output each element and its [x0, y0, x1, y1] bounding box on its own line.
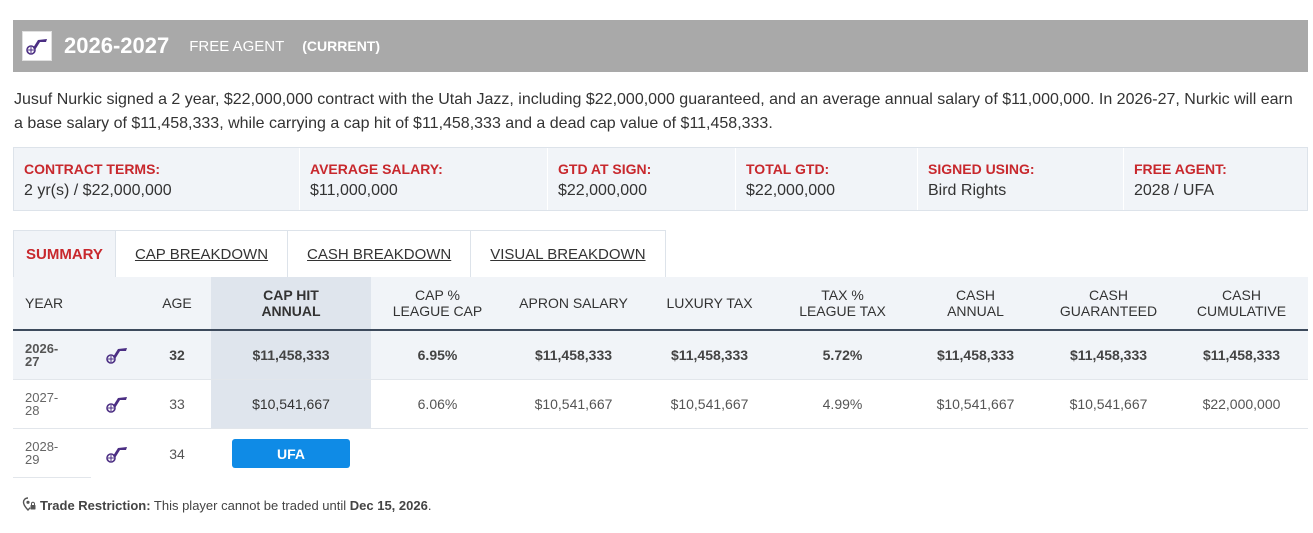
header-cash-annual[interactable]: CASH ANNUAL — [909, 277, 1042, 329]
restriction-end: . — [427, 498, 432, 513]
table-row: 2027- 28 33 $10,541,667 6.06% $10,541,667… — [13, 380, 1308, 429]
header-line: TAX % — [821, 287, 864, 303]
term-signed-using: SIGNED USING: Bird Rights — [918, 148, 1124, 210]
age-cell: 33 — [169, 396, 185, 412]
header-age[interactable]: AGE — [162, 295, 192, 311]
contract-terms-box: CONTRACT TERMS: 2 yr(s) / $22,000,000 AV… — [13, 147, 1308, 211]
table-row: 2026- 27 32 $11,458,333 6.95% $11,458,333… — [13, 331, 1308, 380]
tax-pct-cell: 4.99% — [822, 396, 863, 412]
free-agent-status: FREE AGENT — [189, 37, 285, 55]
year-cell: 2028- 29 — [13, 429, 91, 478]
year-part: 28 — [25, 403, 40, 418]
term-label: GTD AT SIGN: — [558, 161, 652, 177]
contract-description: Jusuf Nurkic signed a 2 year, $22,000,00… — [14, 91, 1293, 132]
header-line: CAP HIT — [263, 287, 319, 303]
trade-restriction-note: Trade Restriction: This player cannot be… — [22, 497, 431, 514]
header-line: ANNUAL — [947, 303, 1004, 319]
header-tax-pct[interactable]: TAX % LEAGUE TAX — [776, 277, 909, 329]
term-average-salary: AVERAGE SALARY: $11,000,000 — [300, 148, 548, 210]
cap-pct-cell: 6.06% — [417, 396, 458, 412]
table-row: 2028- 29 34 UFA — [13, 429, 1308, 478]
season-header: 2026-2027 FREE AGENT (CURRENT) — [13, 20, 1308, 72]
utah-jazz-logo-icon — [91, 380, 143, 428]
contract-table: YEAR AGE CAP HIT ANNUAL CAP % LEAGUE CAP A… — [13, 277, 1308, 478]
utah-jazz-logo-icon — [91, 429, 143, 478]
term-value: $22,000,000 — [746, 182, 835, 199]
age-cell: 32 — [169, 347, 185, 363]
header-cap-hit[interactable]: CAP HIT ANNUAL — [211, 277, 371, 329]
term-gtd-at-sign: GTD AT SIGN: $22,000,000 — [548, 148, 736, 210]
breakdown-tabs: SUMMARY CAP BREAKDOWN CASH BREAKDOWN VIS… — [13, 230, 666, 277]
age-cell: 34 — [169, 445, 185, 462]
tab-summary[interactable]: SUMMARY — [14, 231, 116, 277]
restriction-label: Trade Restriction: — [40, 498, 151, 513]
apron-cell: $10,541,667 — [534, 396, 613, 412]
term-value: $22,000,000 — [558, 182, 647, 199]
header-line: CASH — [1089, 287, 1128, 303]
header-line: CASH — [956, 287, 995, 303]
tab-cash-breakdown[interactable]: CASH BREAKDOWN — [288, 231, 472, 277]
header-apron-salary[interactable]: APRON SALARY — [519, 295, 628, 311]
term-label: AVERAGE SALARY: — [310, 161, 443, 177]
year-part: 27 — [25, 354, 40, 369]
utah-jazz-logo-icon — [22, 31, 52, 61]
cash-cumulative-cell: $22,000,000 — [1202, 396, 1281, 412]
term-total-gtd: TOTAL GTD: $22,000,000 — [736, 148, 918, 210]
tax-pct-cell: 5.72% — [822, 347, 863, 363]
ufa-badge[interactable]: UFA — [232, 439, 350, 468]
utah-jazz-logo-icon — [91, 331, 143, 379]
term-label: SIGNED USING: — [928, 161, 1035, 177]
location-lock-icon — [22, 497, 36, 514]
tab-cap-breakdown[interactable]: CAP BREAKDOWN — [115, 231, 289, 277]
term-value: 2 yr(s) / $22,000,000 — [24, 182, 172, 199]
cash-cumulative-cell: $11,458,333 — [1202, 347, 1281, 363]
header-cash-guaranteed[interactable]: CASH GUARANTEED — [1042, 277, 1175, 329]
year-cell: 2026- 27 — [13, 331, 91, 379]
header-line: GUARANTEED — [1059, 303, 1158, 319]
table-header-row: YEAR AGE CAP HIT ANNUAL CAP % LEAGUE CAP A… — [13, 277, 1308, 331]
header-line: ANNUAL — [261, 303, 321, 319]
restriction-date: Dec 15, 2026 — [349, 498, 428, 513]
term-label: TOTAL GTD: — [746, 161, 830, 177]
cash-annual-cell: $10,541,667 — [936, 396, 1015, 412]
term-label: CONTRACT TERMS: — [24, 161, 161, 177]
current-label: (CURRENT) — [302, 38, 381, 54]
cash-guaranteed-cell: $11,458,333 — [1069, 347, 1148, 363]
year-part: 2026- — [25, 341, 59, 356]
year-cell: 2027- 28 — [13, 380, 91, 428]
cap-hit-cell: $11,458,333 — [211, 331, 371, 379]
cap-hit-cell: $10,541,667 — [211, 380, 371, 428]
term-free-agent: FREE AGENT: 2028 / UFA — [1124, 148, 1307, 210]
term-contract: CONTRACT TERMS: 2 yr(s) / $22,000,000 — [14, 148, 300, 210]
header-line: CASH — [1222, 287, 1261, 303]
apron-cell: $11,458,333 — [534, 347, 613, 363]
tab-visual-breakdown[interactable]: VISUAL BREAKDOWN — [471, 231, 665, 277]
term-label: FREE AGENT: — [1134, 161, 1227, 177]
season-title: 2026-2027 — [64, 33, 170, 58]
header-team — [91, 277, 143, 329]
cap-pct-cell: 6.95% — [417, 347, 458, 363]
term-value: Bird Rights — [928, 182, 1007, 199]
year-part: 29 — [25, 452, 40, 467]
cash-guaranteed-cell: $10,541,667 — [1069, 396, 1148, 412]
free-agency-cell: UFA — [211, 429, 371, 478]
header-line: CUMULATIVE — [1196, 303, 1287, 319]
year-part: 2028- — [25, 439, 59, 454]
header-line: LEAGUE TAX — [799, 303, 886, 319]
luxury-tax-cell: $10,541,667 — [670, 396, 749, 412]
header-cap-pct[interactable]: CAP % LEAGUE CAP — [371, 277, 504, 329]
header-cash-cumulative[interactable]: CASH CUMULATIVE — [1175, 277, 1308, 329]
restriction-text: This player cannot be traded until — [150, 498, 350, 513]
header-year[interactable]: YEAR — [25, 295, 64, 311]
header-luxury-tax[interactable]: LUXURY TAX — [666, 295, 753, 311]
header-line: LEAGUE CAP — [392, 303, 483, 319]
year-part: 2027- — [25, 390, 59, 405]
luxury-tax-cell: $11,458,333 — [670, 347, 749, 363]
header-line: CAP % — [415, 287, 460, 303]
term-value: $11,000,000 — [310, 182, 398, 199]
term-value: 2028 / UFA — [1134, 182, 1215, 199]
cash-annual-cell: $11,458,333 — [936, 347, 1015, 363]
